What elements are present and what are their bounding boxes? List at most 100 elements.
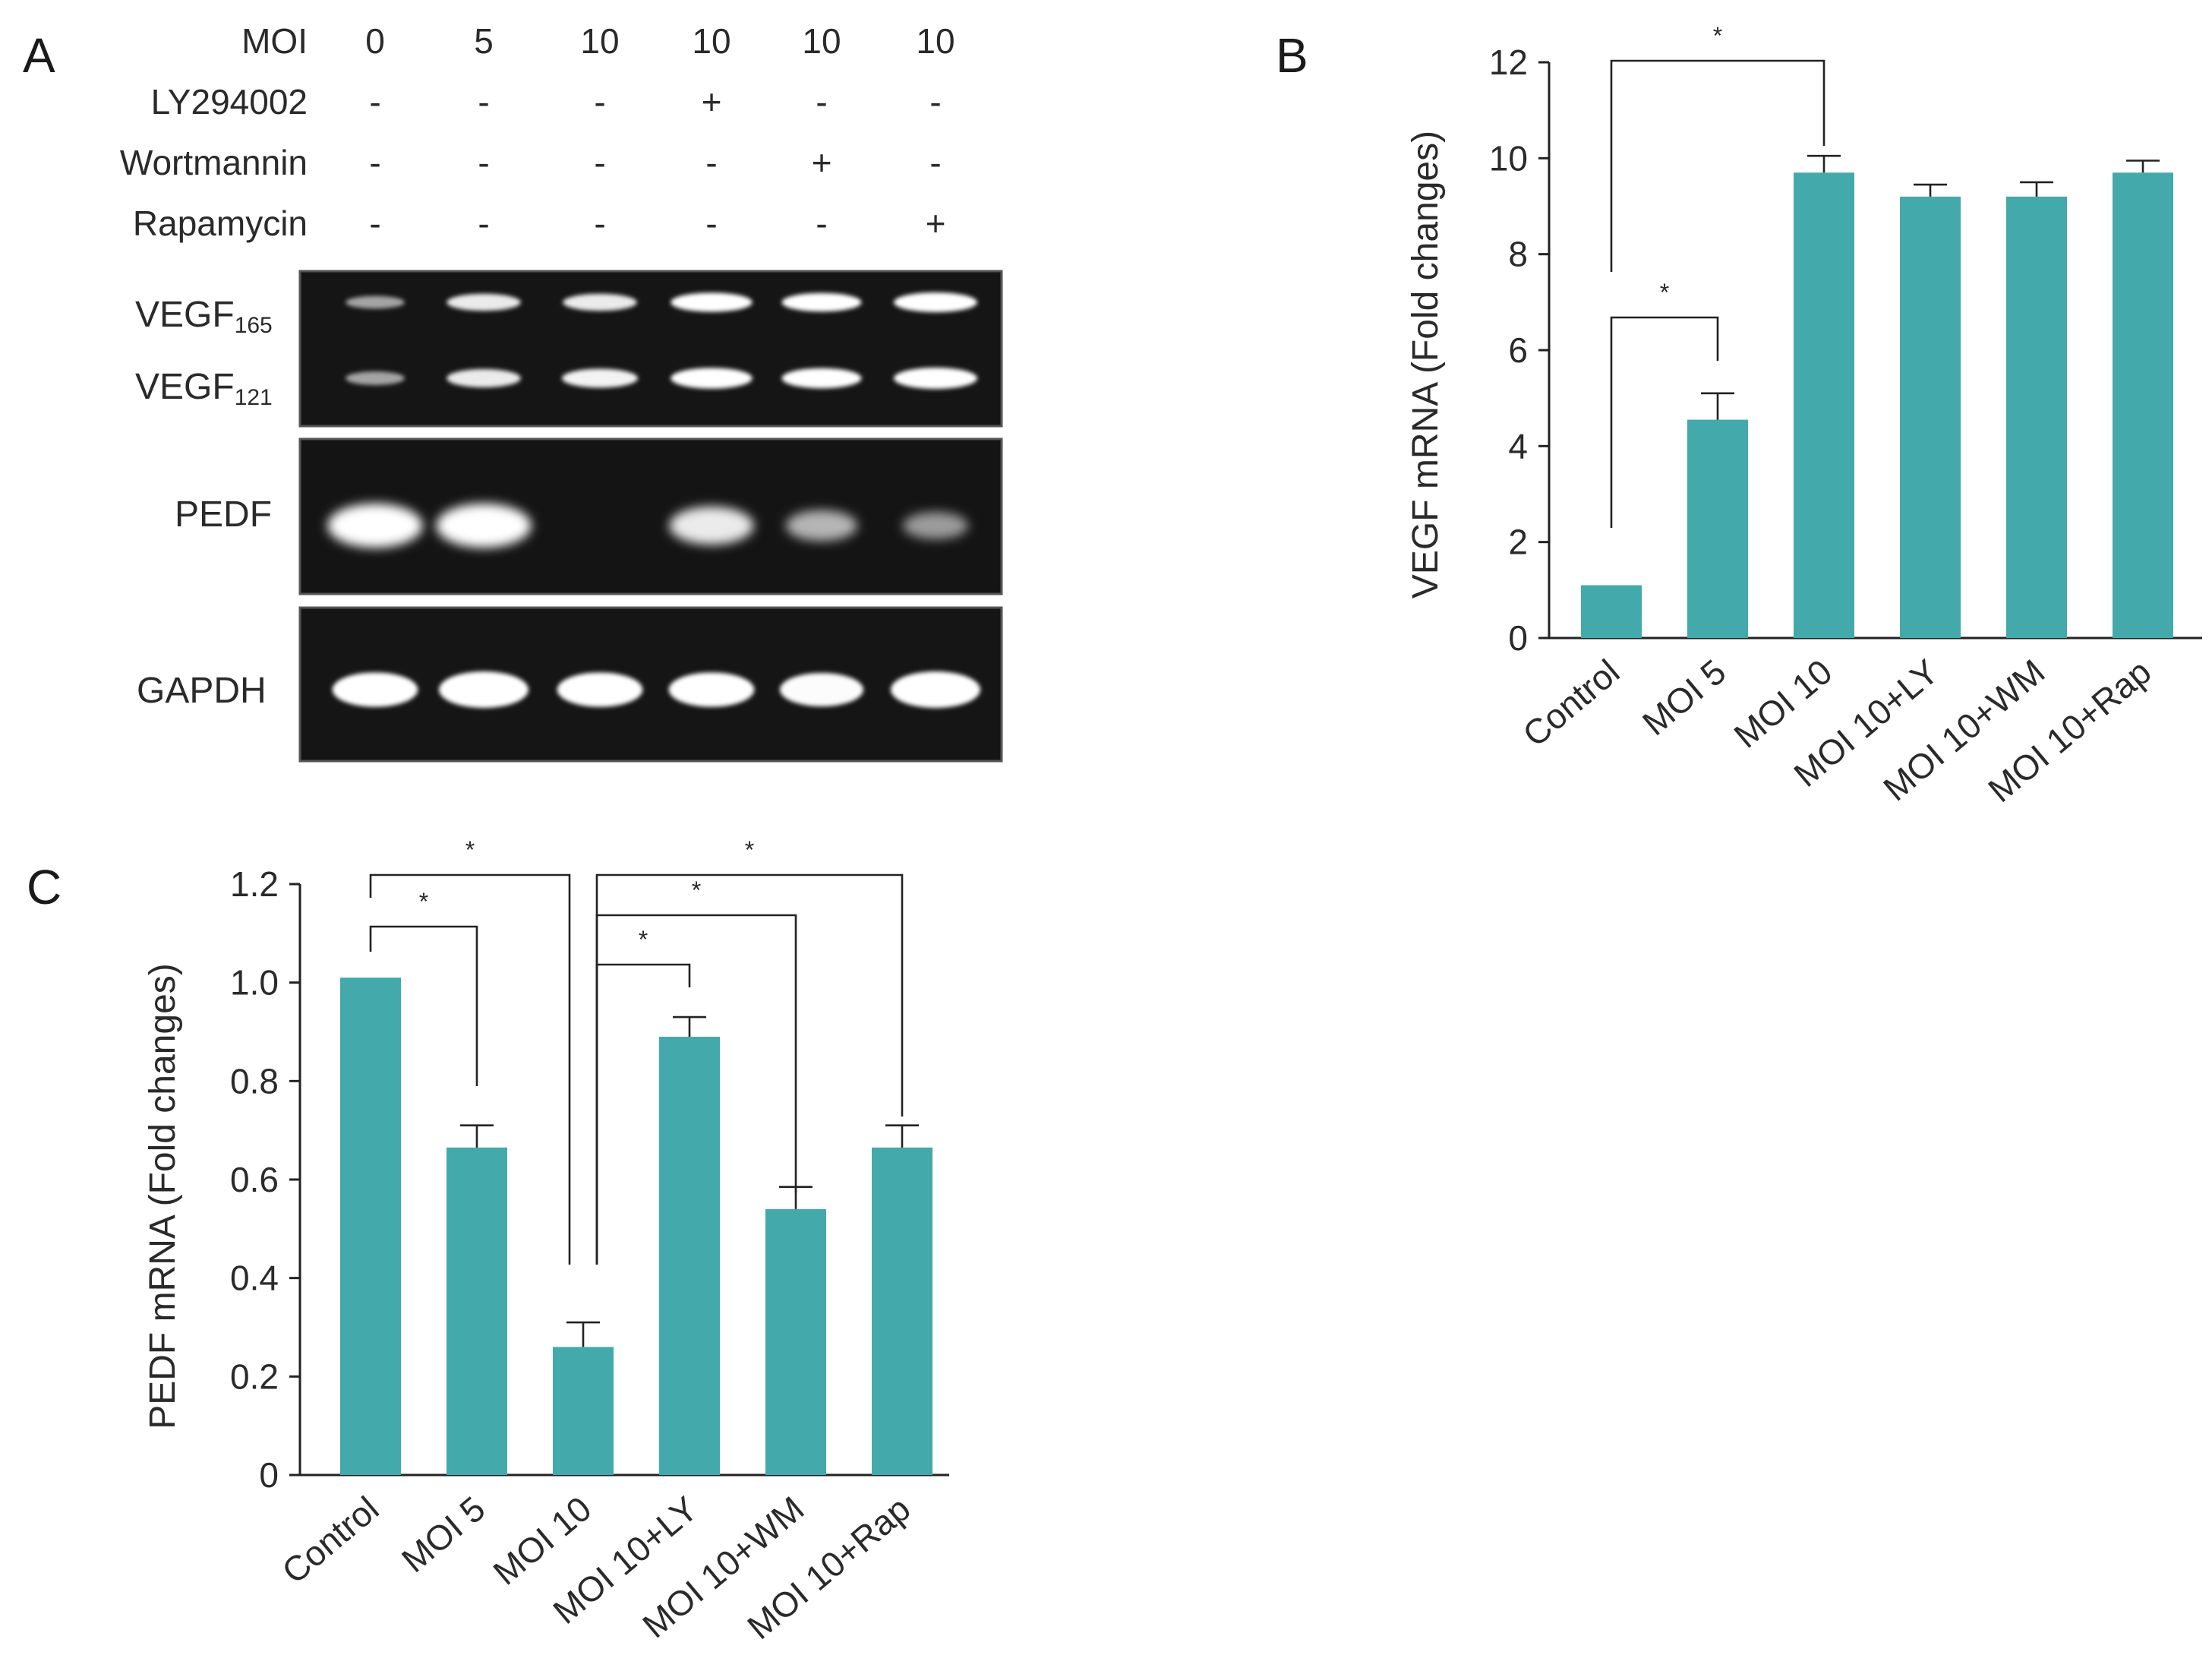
condition-value: - [929,143,941,182]
bar-moi-10-wm [765,1208,826,1475]
y-tick-label: 2 [1508,523,1528,562]
band-pedf [785,510,858,542]
condition-value: - [478,204,489,243]
y-tick-label: 8 [1508,235,1528,274]
condition-row-ly294002: LY294002 - - - + - - [151,82,942,122]
band-vegf121 [781,368,862,389]
significance-star: * [745,836,754,864]
condition-label-ly294002: LY294002 [151,82,308,122]
condition-value: 10 [580,21,619,61]
significance-star: * [639,926,648,953]
significance-star: * [465,836,475,864]
y-axis-title: PEDF mRNA (Fold changes) [143,963,183,1429]
y-tick-label: 1.0 [230,963,279,1003]
band-pedf [327,504,423,548]
error-bar [1807,154,1841,173]
condition-label-moi: MOI [241,21,308,61]
significance-brackets: * * * * * [369,836,904,1265]
gel-label-pedf: PEDF [175,494,272,535]
condition-value: 10 [916,21,955,61]
y-tick-label: 0.2 [230,1357,279,1396]
condition-row-wortmannin: Wortmannin - - - - + - [120,143,942,182]
band-vegf165 [447,293,521,311]
condition-value: 5 [474,21,494,61]
y-tick-label: 0 [259,1455,279,1495]
condition-value: 10 [692,21,730,61]
band-gapdh [891,671,980,708]
gel-label-vegf165: VEGF165 [135,295,273,338]
panel-letter-b: B [1276,28,1308,83]
bar-moi-10-wm [2006,196,2067,638]
band-vegf121 [346,371,405,385]
significance-star: * [419,888,428,915]
condition-label-rapamycin: Rapamycin [133,204,308,243]
significance-star: * [1713,22,1722,49]
y-tick-label: 0.8 [230,1061,279,1101]
bar-moi-10-ly [659,1036,720,1475]
condition-value: - [369,204,380,243]
significance-brackets: ** [1610,22,1825,528]
band-gapdh [332,672,418,707]
condition-value: - [816,82,827,122]
condition-value: 10 [802,21,841,61]
bars [340,978,932,1475]
condition-value: - [478,82,489,122]
y-tick-label: 4 [1508,426,1528,466]
y-ticks: 0 0.2 0.4 0.6 0.8 1.0 1.2 [230,864,300,1495]
error-bar [1701,392,1734,420]
gel-label-gapdh: GAPDH [137,671,267,711]
band-vegf121 [447,368,521,388]
bar-moi-10 [553,1347,614,1475]
band-vegf121 [894,368,977,389]
significance-bracket [369,873,571,1265]
y-ticks: 0 2 4 6 8 10 12 [1489,43,1549,658]
x-tick-label: MOI 5 [394,1489,492,1580]
condition-value: + [926,204,946,243]
band-gapdh [668,672,755,707]
panel-letter-c: C [27,860,62,914]
bar-moi-5 [1687,419,1748,638]
condition-value: - [816,204,827,243]
significance-bracket [369,925,478,1086]
significance-bracket [1610,59,1825,272]
condition-value: - [705,204,717,243]
condition-value: - [478,143,489,182]
bar-moi-10-ly [1900,196,1961,638]
band-vegf165 [563,293,637,311]
significance-bracket [1610,316,1719,528]
x-tick-label: MOI 5 [1635,652,1733,743]
band-vegf165 [781,292,862,312]
band-gapdh [439,671,529,708]
gel-gapdh [298,606,1003,763]
panel-a-blot: MOI 0 5 10 10 10 10 LY294002 - - - + - -… [120,21,1003,763]
band-gapdh [557,672,643,707]
panel-letter-a: A [23,28,55,83]
significance-star: * [692,876,701,904]
y-tick-label: 1.2 [230,864,279,904]
y-axis-title: VEGF mRNA (Fold changes) [1406,131,1446,599]
x-tick-label: Control [1515,652,1627,754]
condition-value: - [594,143,605,182]
significance-star: * [1660,279,1669,306]
condition-row-moi: MOI 0 5 10 10 10 10 [241,21,955,61]
band-gapdh [779,672,864,707]
bars [1581,154,2173,639]
x-tick-label: Control [274,1489,386,1591]
y-tick-label: 0.6 [230,1160,279,1199]
chart-pedf: PEDF mRNA (Fold changes) 0 0.2 0.4 0.6 0.8 1.… [143,836,949,1647]
bar-moi-10 [1794,172,1854,639]
bar-moi-10-rap [872,1147,932,1475]
error-bar [885,1124,919,1148]
condition-value: - [594,204,605,243]
condition-value: + [702,82,722,122]
condition-label-wortmannin: Wortmannin [120,143,308,182]
y-tick-label: 12 [1489,43,1528,82]
band-vegf121 [671,368,753,389]
condition-value: - [369,82,380,122]
band-vegf165 [894,292,977,312]
bar-moi-10-rap [2113,172,2173,639]
y-tick-label: 0.4 [230,1259,279,1298]
